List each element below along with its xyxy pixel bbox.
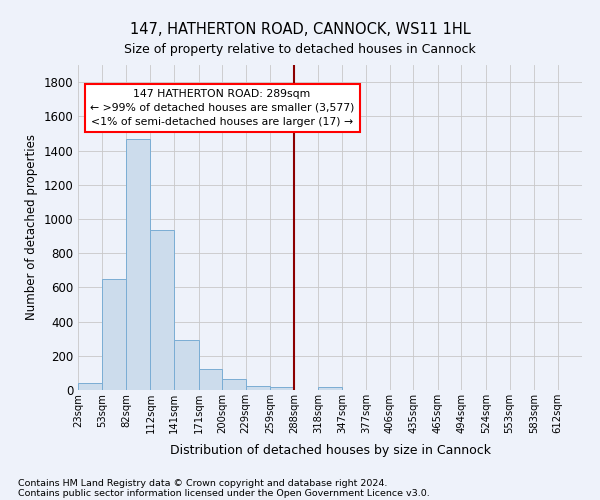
Bar	[199, 368, 222, 390]
Bar	[246, 386, 270, 390]
Text: 147 HATHERTON ROAD: 289sqm
← >99% of detached houses are smaller (3,577)
<1% of : 147 HATHERTON ROAD: 289sqm ← >99% of det…	[90, 89, 355, 127]
Bar	[126, 138, 151, 390]
Bar	[222, 379, 246, 390]
Bar	[174, 340, 199, 390]
Y-axis label: Number of detached properties: Number of detached properties	[25, 134, 38, 320]
Text: Contains HM Land Registry data © Crown copyright and database right 2024.: Contains HM Land Registry data © Crown c…	[18, 478, 388, 488]
Bar	[318, 388, 342, 390]
Text: Contains public sector information licensed under the Open Government Licence v3: Contains public sector information licen…	[18, 488, 430, 498]
Text: 147, HATHERTON ROAD, CANNOCK, WS11 1HL: 147, HATHERTON ROAD, CANNOCK, WS11 1HL	[130, 22, 470, 38]
Bar	[151, 230, 174, 390]
Bar	[103, 279, 126, 390]
Bar	[78, 383, 103, 390]
Bar	[270, 388, 294, 390]
Text: Size of property relative to detached houses in Cannock: Size of property relative to detached ho…	[124, 42, 476, 56]
X-axis label: Distribution of detached houses by size in Cannock: Distribution of detached houses by size …	[170, 444, 491, 458]
